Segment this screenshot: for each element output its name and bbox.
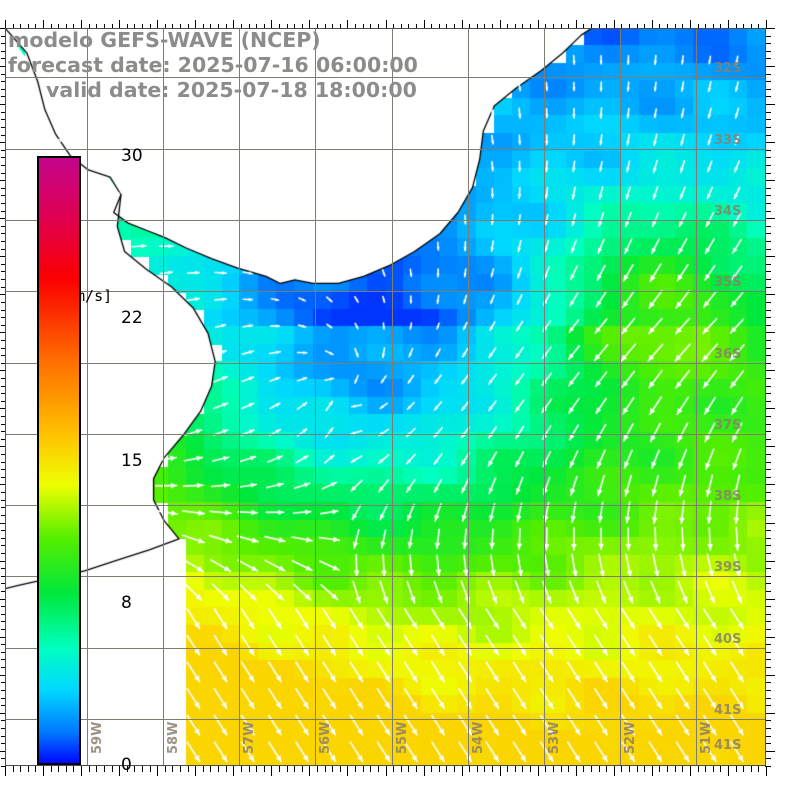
gridline-horizontal: [5, 505, 766, 506]
latitude-label-41S: 41S: [714, 738, 742, 753]
latitude-label-38S: 38S: [714, 489, 742, 504]
colorbar-tick-8: 8: [121, 592, 132, 613]
colorbar: [m/s] 30 22 15 8 0: [37, 146, 143, 775]
longitude-label-54W: 54W: [471, 721, 486, 754]
gridline-vertical: [392, 28, 393, 766]
latitude-label-35S: 35S: [714, 275, 742, 290]
axis-ruler-top: [5, 20, 768, 29]
colorbar-box: [37, 156, 81, 765]
latitude-label-33S: 33S: [714, 133, 742, 148]
latitude-label-41S: 41S: [714, 703, 742, 718]
longitude-label-51W: 51W: [699, 721, 714, 754]
gridline-horizontal: [5, 434, 766, 435]
latitude-label-37S: 37S: [714, 418, 742, 433]
longitude-label-56W: 56W: [318, 721, 333, 754]
gridline-horizontal: [5, 363, 766, 364]
colorbar-tick-22: 22: [121, 308, 143, 329]
map-plot-area: 32S 33S 34S 35S 36S 37S 38S 39S 40S 41S 59W 58W 57W 5…: [5, 28, 766, 766]
gridline-vertical: [315, 28, 316, 766]
longitude-label-55W: 55W: [395, 721, 410, 754]
latitude-label-32S: 32S: [714, 61, 742, 76]
gridline-vertical: [696, 28, 697, 766]
longitude-label-59W: 59W: [90, 721, 105, 754]
axis-ruler-bottom: [5, 766, 768, 776]
gridline-horizontal: [5, 648, 766, 649]
gridline-vertical: [239, 28, 240, 766]
longitude-label-58W: 58W: [166, 721, 181, 754]
gridline-horizontal: [5, 77, 766, 78]
colorbar-tick-30: 30: [121, 146, 143, 166]
wind-speed-heatmap-canvas: [5, 28, 766, 766]
colorbar-gradient: [39, 158, 79, 763]
latitude-label-34S: 34S: [714, 204, 742, 219]
colorbar-tick-15: 15: [121, 450, 143, 471]
latitude-label-36S: 36S: [714, 347, 742, 362]
gridline-vertical: [468, 28, 469, 766]
gridline-vertical: [544, 28, 545, 766]
axis-ruler-right: [765, 28, 775, 767]
gridline-horizontal: [5, 220, 766, 221]
gridline-vertical: [620, 28, 621, 766]
colorbar-tick-0: 0: [121, 755, 132, 775]
longitude-label-53W: 53W: [547, 721, 562, 754]
longitude-label-57W: 57W: [242, 721, 257, 754]
latitude-label-39S: 39S: [714, 560, 742, 575]
axis-ruler-left: [0, 28, 6, 767]
gridline-horizontal: [5, 719, 766, 720]
gridline-horizontal: [5, 149, 766, 150]
latitude-label-40S: 40S: [714, 632, 742, 647]
gridline-vertical: [87, 28, 88, 766]
gridline-vertical: [163, 28, 164, 766]
longitude-label-52W: 52W: [623, 721, 638, 754]
gridline-horizontal: [5, 576, 766, 577]
gridline-horizontal: [5, 291, 766, 292]
